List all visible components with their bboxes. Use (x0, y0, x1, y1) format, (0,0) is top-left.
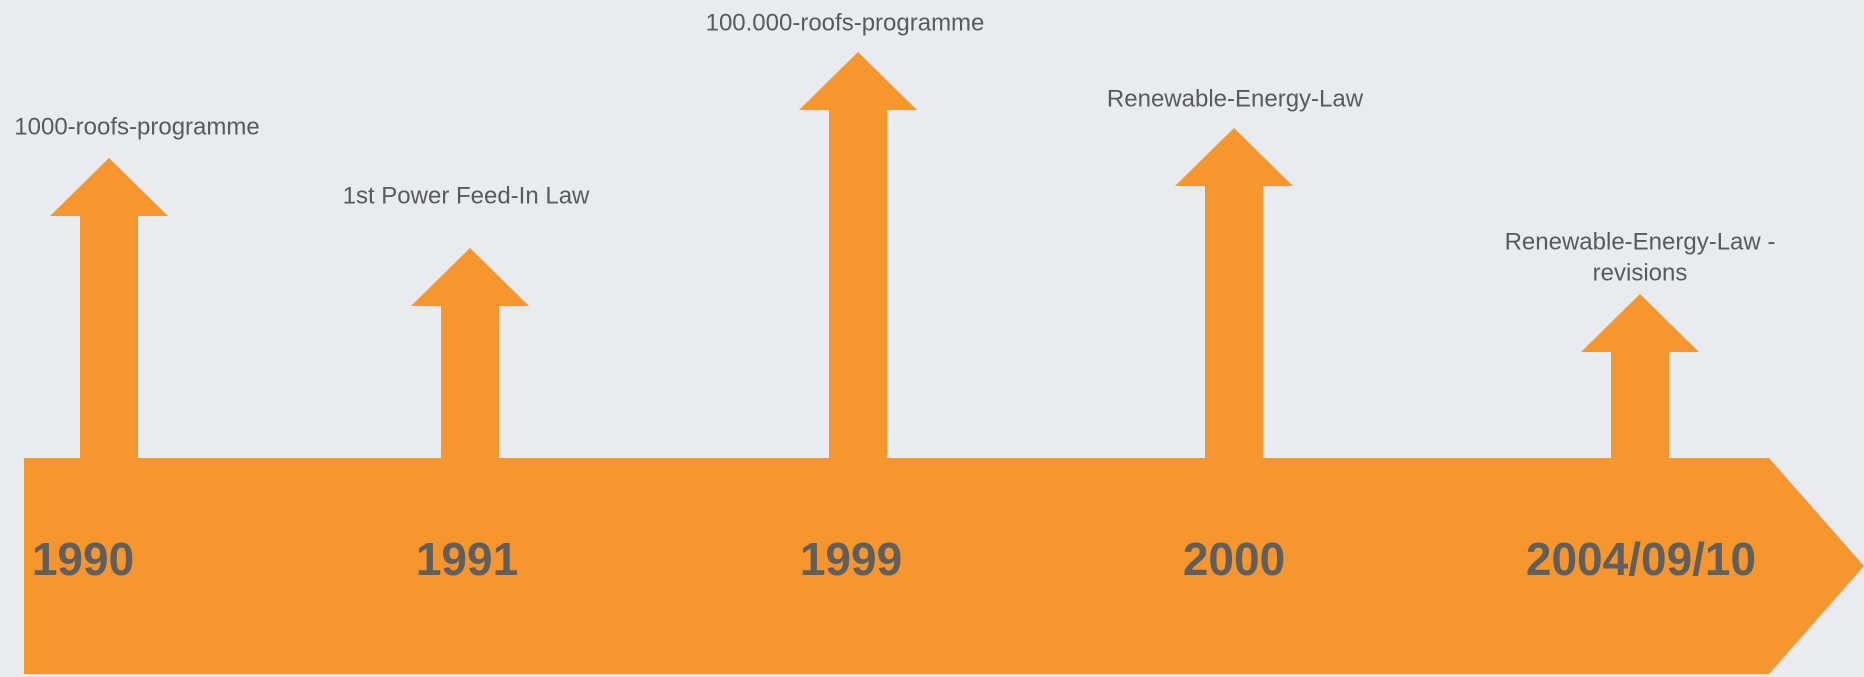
event-year: 1990 (32, 533, 134, 585)
event-arrow (1175, 128, 1293, 459)
event-label: 1000-roofs-programme (14, 113, 259, 140)
event-label: Renewable-Energy-Law - (1505, 228, 1776, 255)
event-label: Renewable-Energy-Law (1107, 85, 1364, 112)
timeline-band (24, 458, 1864, 674)
event-year: 2004/09/10 (1526, 533, 1756, 585)
event-year: 2000 (1183, 533, 1285, 585)
event-arrow (799, 52, 917, 459)
event-arrow (50, 158, 168, 459)
event-label: revisions (1593, 259, 1688, 286)
event-arrow (411, 248, 529, 459)
event-arrow (1581, 294, 1699, 459)
event-label: 100.000-roofs-programme (706, 9, 985, 36)
event-year: 1991 (416, 533, 518, 585)
event-year: 1999 (800, 533, 902, 585)
event-label: 1st Power Feed-In Law (343, 182, 590, 209)
